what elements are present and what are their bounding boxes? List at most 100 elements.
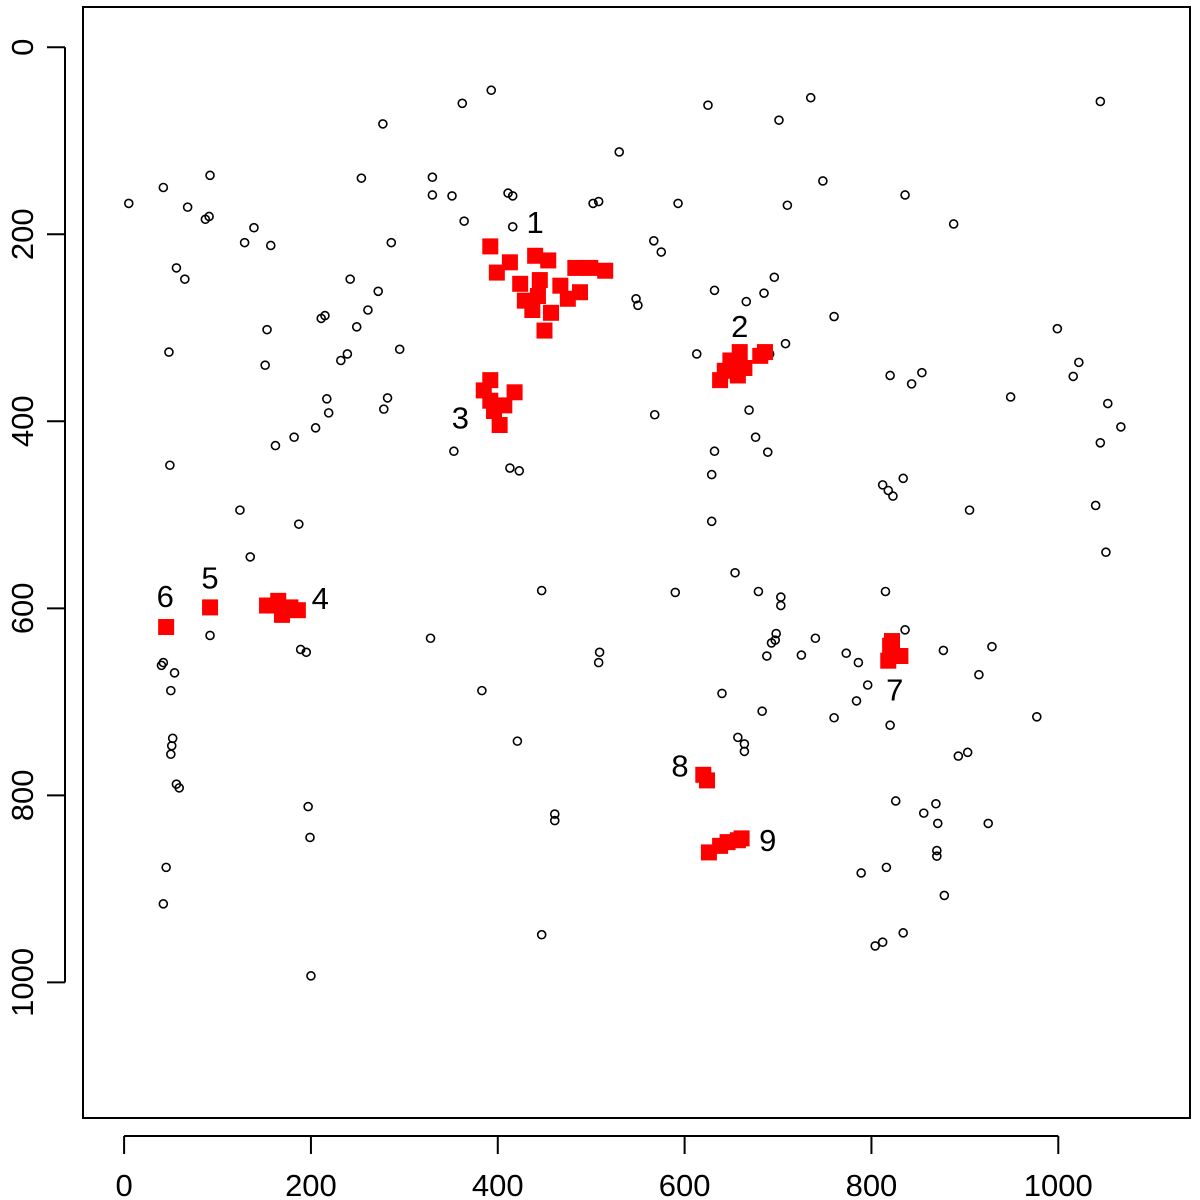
cluster-point bbox=[880, 652, 897, 669]
point bbox=[870, 941, 880, 951]
point bbox=[744, 405, 754, 415]
cluster-label: 3 bbox=[452, 401, 469, 436]
point bbox=[363, 305, 373, 315]
point bbox=[378, 119, 388, 129]
y-tick-label: 800 bbox=[5, 769, 40, 821]
point bbox=[486, 85, 497, 96]
point bbox=[706, 516, 717, 527]
point bbox=[356, 173, 367, 183]
point bbox=[593, 657, 604, 668]
cluster-point bbox=[892, 648, 909, 665]
point bbox=[656, 247, 667, 257]
point bbox=[829, 311, 839, 322]
point bbox=[759, 288, 769, 298]
point bbox=[709, 446, 720, 457]
point bbox=[782, 200, 793, 211]
point bbox=[932, 845, 942, 856]
point bbox=[320, 310, 330, 321]
cluster-point bbox=[731, 344, 748, 361]
point bbox=[796, 650, 807, 660]
point bbox=[447, 191, 457, 201]
point bbox=[161, 862, 171, 873]
point bbox=[938, 645, 949, 656]
point bbox=[204, 211, 214, 222]
cluster-point bbox=[597, 262, 614, 279]
point bbox=[536, 929, 547, 940]
point bbox=[164, 347, 174, 357]
point bbox=[649, 409, 660, 420]
point bbox=[776, 600, 786, 611]
cluster-point bbox=[158, 619, 175, 636]
cluster-label: 9 bbox=[759, 823, 776, 858]
point bbox=[245, 552, 256, 562]
point bbox=[1068, 371, 1079, 382]
point bbox=[169, 668, 180, 678]
plot-frame bbox=[82, 6, 1191, 1119]
point bbox=[631, 293, 641, 304]
point bbox=[805, 92, 816, 103]
cluster-point bbox=[567, 259, 584, 276]
point bbox=[457, 98, 468, 109]
point bbox=[379, 404, 389, 414]
point bbox=[885, 370, 895, 381]
x-tick-label: 800 bbox=[846, 1168, 898, 1200]
cluster-point bbox=[488, 264, 505, 281]
point bbox=[123, 198, 134, 209]
point bbox=[877, 480, 888, 490]
point bbox=[691, 349, 702, 359]
point bbox=[305, 832, 315, 843]
point bbox=[932, 818, 943, 829]
point bbox=[917, 367, 927, 378]
point bbox=[974, 669, 984, 680]
point bbox=[1095, 437, 1106, 448]
point bbox=[345, 274, 355, 284]
point bbox=[853, 657, 864, 668]
point bbox=[549, 809, 560, 819]
point bbox=[477, 685, 487, 696]
point bbox=[1102, 398, 1113, 409]
point bbox=[771, 628, 781, 639]
point bbox=[717, 688, 727, 699]
cluster-point bbox=[559, 290, 576, 307]
point bbox=[306, 971, 316, 981]
point bbox=[1090, 500, 1101, 511]
point bbox=[774, 115, 784, 125]
point bbox=[983, 818, 994, 829]
point bbox=[818, 176, 828, 186]
x-tick-label: 1000 bbox=[1024, 1168, 1093, 1200]
point bbox=[594, 647, 605, 658]
point bbox=[239, 237, 250, 248]
point bbox=[880, 586, 891, 597]
point bbox=[514, 466, 525, 476]
cluster-point bbox=[527, 247, 544, 264]
point bbox=[757, 706, 767, 716]
y-tick-label: 0 bbox=[5, 39, 40, 56]
point bbox=[260, 360, 270, 370]
point bbox=[733, 732, 743, 743]
cluster-point bbox=[531, 272, 548, 289]
point bbox=[382, 393, 393, 403]
cluster-point bbox=[506, 384, 523, 401]
point bbox=[948, 219, 959, 229]
point bbox=[614, 147, 625, 157]
point bbox=[906, 379, 917, 389]
cluster-label: 4 bbox=[312, 581, 329, 616]
cluster-point bbox=[512, 275, 529, 292]
point bbox=[503, 188, 513, 198]
cluster-label: 1 bbox=[527, 205, 544, 240]
point bbox=[762, 651, 772, 661]
point bbox=[427, 190, 438, 200]
y-tick-label: 1000 bbox=[5, 948, 40, 1017]
point bbox=[289, 432, 299, 442]
point bbox=[750, 432, 761, 442]
point bbox=[205, 630, 215, 641]
point bbox=[386, 237, 397, 248]
cluster-point bbox=[733, 830, 750, 847]
point bbox=[829, 712, 839, 723]
cluster-point bbox=[289, 602, 306, 619]
cluster-point bbox=[273, 606, 290, 623]
point bbox=[507, 221, 518, 232]
point bbox=[1095, 96, 1106, 107]
point bbox=[235, 505, 245, 515]
cluster-point bbox=[529, 287, 546, 304]
